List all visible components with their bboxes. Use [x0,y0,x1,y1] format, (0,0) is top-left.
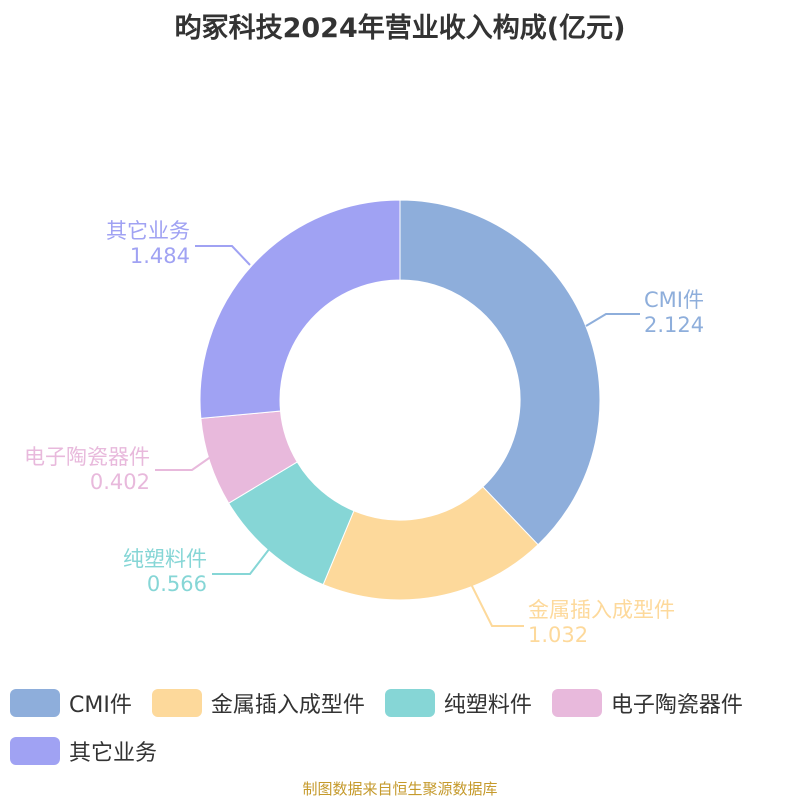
slice-label-name: 电子陶瓷器件 [24,445,150,469]
label-leader-line [212,547,271,575]
legend-item[interactable]: 电子陶瓷器件 [551,688,743,718]
label-leader-line [195,245,251,266]
slice-label-name: 金属插入成型件 [528,598,675,622]
slice-label-value: 1.484 [130,244,190,268]
slice-label-name: CMI件 [644,288,704,312]
legend-label: 电子陶瓷器件 [610,693,743,718]
source-note: 制图数据来自恒生聚源数据库 [302,780,498,798]
legend-item[interactable]: 纯塑料件 [384,688,532,718]
slices-group [199,199,601,601]
legend-item[interactable]: CMI件 [10,688,132,718]
slice-label-value: 0.566 [147,572,207,596]
slice-label-value: 1.032 [528,623,588,647]
legend: CMI件 金属插入成型件 纯塑料件 电子陶瓷器件其它业务 [10,688,800,766]
legend-label: 纯塑料件 [443,693,532,718]
legend-item[interactable]: 金属插入成型件 [151,688,365,718]
slice-label-name: 纯塑料件 [123,547,207,571]
legend-swatch [151,689,202,717]
label-leader-line [469,581,524,627]
donut-slice[interactable] [199,199,401,419]
legend-swatch [384,689,435,717]
slice-label-value: 0.402 [90,470,150,494]
legend-swatch [10,689,60,717]
legend-swatch [10,737,60,765]
label-leader-line [155,455,213,471]
legend-item[interactable]: 其它业务 [10,736,157,766]
chart-title: 昀冢科技2024年营业收入构成(亿元) [174,13,626,44]
donut-slice[interactable] [399,199,601,546]
legend-label: 其它业务 [69,741,158,766]
legend-label: CMI件 [69,693,132,718]
legend-swatch [551,689,602,717]
slice-label-value: 2.124 [644,313,704,337]
slice-label-name: 其它业务 [106,219,190,243]
legend-label: 金属插入成型件 [210,693,365,718]
label-leader-line [585,313,640,327]
